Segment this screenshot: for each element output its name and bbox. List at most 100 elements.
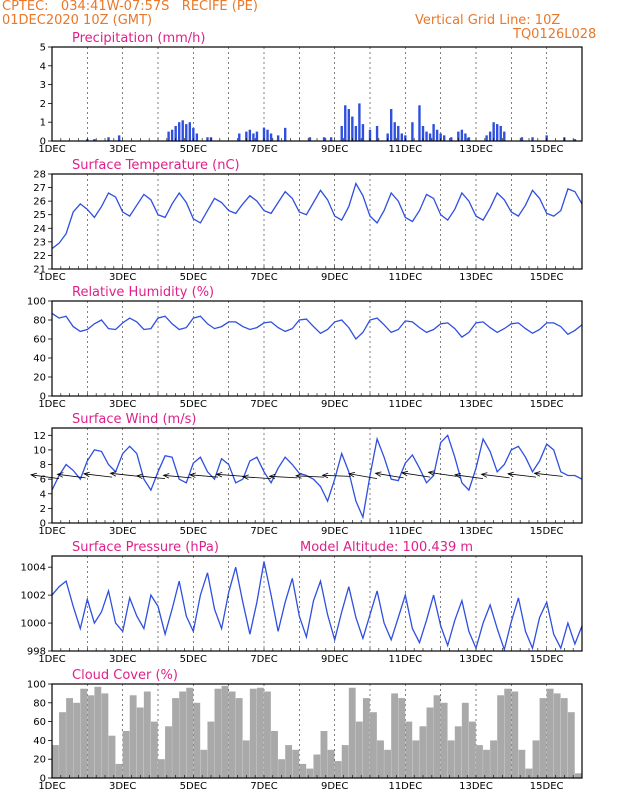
wind-arrow bbox=[534, 472, 563, 477]
precip-bar bbox=[340, 125, 343, 141]
cloud-bar bbox=[136, 707, 144, 778]
wind-arrow bbox=[216, 473, 245, 477]
plot-frame bbox=[51, 173, 583, 270]
x-tick-label: 15DEC bbox=[530, 144, 564, 155]
y-tick-label: 40 bbox=[33, 354, 46, 365]
y-tick-label: 4 bbox=[40, 61, 46, 72]
y-tick-label: 1000 bbox=[21, 619, 46, 630]
wind-arrow-head bbox=[295, 473, 302, 479]
cloud-bar bbox=[504, 688, 512, 778]
y-tick-label: 60 bbox=[33, 717, 46, 728]
wind-arrow-head bbox=[507, 471, 514, 478]
y-tick-label: 100 bbox=[27, 680, 46, 691]
wind-arrow-head bbox=[533, 471, 541, 477]
x-tick-label: 13DEC bbox=[459, 272, 493, 283]
panel-6: 0 20 40 60 80 100 1DEC 3DEC 5DEC 7DEC 9DEC 11DEC 13D… bbox=[27, 668, 583, 792]
wind-arrow-head bbox=[83, 471, 90, 478]
wind-arrow bbox=[84, 473, 113, 478]
panel-title: Precipitation (mm/h) bbox=[72, 31, 205, 46]
cloud-bar bbox=[362, 698, 370, 778]
wind-arrow bbox=[455, 474, 484, 479]
x-tick-label: 5DEC bbox=[180, 272, 207, 283]
panel-title: Surface Temperature (nC) bbox=[72, 158, 240, 173]
y-tick-label: 998 bbox=[27, 647, 46, 658]
y-tick-label: 4 bbox=[40, 489, 46, 500]
x-tick-label: 11DEC bbox=[388, 399, 422, 410]
wind-arrow-head bbox=[427, 470, 435, 476]
cloud-bar bbox=[405, 721, 413, 778]
plot-frame bbox=[51, 300, 583, 397]
cloud-bar bbox=[454, 726, 462, 778]
y-tick-label: 0 bbox=[40, 137, 46, 148]
precip-bar bbox=[573, 139, 577, 141]
y-tick-label: 21 bbox=[33, 265, 46, 276]
precip-bar bbox=[457, 131, 460, 141]
precip-bar bbox=[400, 133, 403, 141]
cloud-bar bbox=[235, 698, 243, 778]
cloud-bar bbox=[433, 695, 441, 778]
precip-bar bbox=[492, 122, 495, 141]
wind-arrow-head bbox=[268, 473, 276, 480]
x-tick-label: 7DEC bbox=[250, 654, 277, 665]
header-grid-note: Vertical Grid Line: 10Z bbox=[415, 13, 561, 28]
y-tick-label: 0 bbox=[40, 392, 46, 403]
x-tick-label: 11DEC bbox=[388, 144, 422, 155]
x-tick-label: 1DEC bbox=[38, 781, 65, 792]
cloud-bar bbox=[377, 740, 384, 778]
x-tick-label: 3DEC bbox=[109, 781, 136, 792]
cloud-bar bbox=[461, 702, 469, 778]
precip-bar bbox=[284, 127, 287, 141]
precip-bar bbox=[503, 131, 506, 141]
precip-bar bbox=[266, 129, 269, 141]
precip-bar bbox=[467, 137, 471, 141]
cloud-bar bbox=[292, 749, 300, 778]
precip-bar bbox=[428, 133, 432, 141]
y-tick-label: 80 bbox=[33, 698, 46, 709]
precip-bar bbox=[269, 133, 273, 141]
precip-bar bbox=[425, 131, 428, 141]
precip-bar bbox=[496, 124, 499, 141]
x-tick-label: 11DEC bbox=[388, 654, 422, 665]
cloud-bar bbox=[440, 702, 448, 778]
precip-bar bbox=[485, 135, 488, 141]
cloud-bar bbox=[391, 693, 399, 778]
x-tick-label: 15DEC bbox=[530, 272, 564, 283]
cloud-bar bbox=[264, 691, 271, 778]
cloud-bar bbox=[129, 695, 137, 778]
wind-arrow bbox=[481, 473, 510, 479]
x-tick-label: 3DEC bbox=[109, 654, 136, 665]
cloud-bar bbox=[525, 768, 533, 778]
wind-arrows bbox=[30, 470, 563, 480]
x-tick-label: 13DEC bbox=[459, 399, 493, 410]
x-tick-label: 7DEC bbox=[250, 399, 277, 410]
cloud-bar bbox=[313, 754, 321, 778]
cloud-bar bbox=[327, 749, 335, 778]
cloud-bar bbox=[574, 773, 582, 778]
cloud-bar bbox=[483, 749, 490, 778]
panel-1: 0 1 2 3 4 5 1DEC 3DEC 5DEC 7DEC 9DEC 11DEC 13DEC 15DE… bbox=[38, 31, 583, 155]
panel-title: Cloud Cover (%) bbox=[72, 668, 178, 683]
cloud-bar bbox=[228, 691, 236, 778]
wind-arrow bbox=[243, 476, 272, 479]
precip-bar bbox=[252, 133, 255, 141]
panel-2: 21 22 23 24 25 26 27 28 1DEC 3DEC 5DEC 7DEC 9DEC 11DE… bbox=[33, 158, 583, 283]
x-tick-label: 13DEC bbox=[459, 781, 493, 792]
x-tick-label: 5DEC bbox=[180, 526, 207, 537]
x-tick-label: 11DEC bbox=[388, 781, 422, 792]
cloud-bar bbox=[567, 712, 575, 778]
precip-bar bbox=[255, 131, 259, 141]
y-tick-label: 2 bbox=[40, 504, 46, 515]
wind-arrow-head bbox=[242, 474, 249, 480]
y-tick-label: 22 bbox=[33, 251, 46, 262]
wind-arrow bbox=[322, 474, 351, 477]
x-tick-label: 5DEC bbox=[180, 654, 207, 665]
x-tick-label: 9DEC bbox=[321, 144, 348, 155]
precip-bar bbox=[262, 127, 266, 141]
cloud-bar bbox=[158, 759, 165, 778]
y-tick-label: 0 bbox=[40, 519, 46, 530]
y-tick-label: 1002 bbox=[21, 591, 46, 602]
cloud-bar bbox=[468, 721, 476, 778]
cloud-bar bbox=[320, 731, 328, 778]
x-tick-label: 3DEC bbox=[109, 144, 136, 155]
cloud-bar bbox=[341, 745, 349, 778]
